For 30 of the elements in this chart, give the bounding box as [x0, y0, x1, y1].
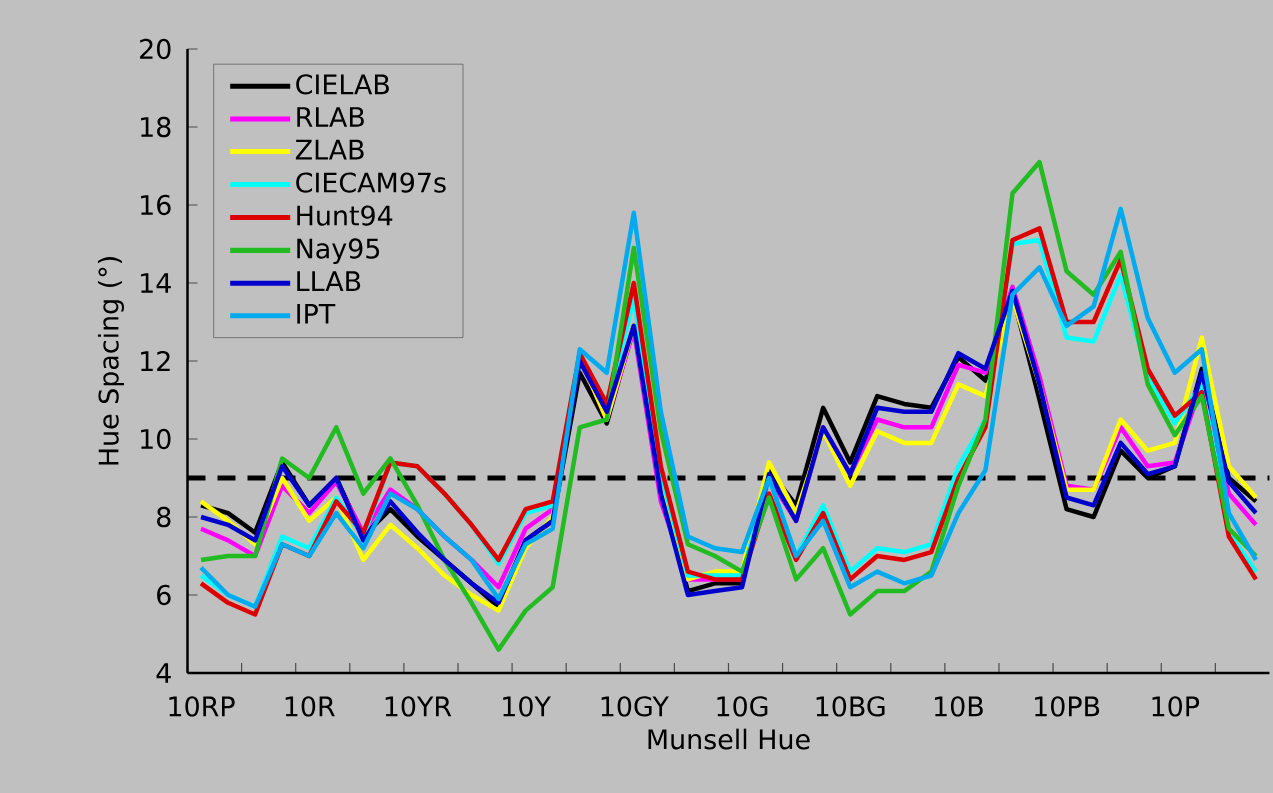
- x-tick-label: 10P: [1152, 696, 1200, 717]
- legend-label: Nay95: [297, 238, 380, 264]
- y-tick-label: 16: [141, 194, 171, 216]
- line-series: [198, 159, 1259, 652]
- legend-label: ZLAB: [295, 139, 364, 160]
- x-axis-title: Munsell Hue: [648, 728, 810, 750]
- y-tick-label: 18: [141, 116, 171, 138]
- y-tick-label: 10: [141, 428, 171, 450]
- legend-label: CIELAB: [296, 74, 389, 95]
- y-tick-label: 20: [140, 38, 171, 60]
- legend-label: IPT: [297, 303, 336, 324]
- y-tick-label: 12: [141, 351, 170, 371]
- y-axis-title: Hue Spacing (°): [97, 257, 124, 465]
- y-tick-label: 6: [157, 584, 171, 606]
- y-tick-label: 14: [141, 273, 171, 293]
- x-tick-label: 10B: [935, 696, 983, 717]
- x-tick-label: 10RP: [169, 696, 235, 717]
- legend-label: CIECAM97s: [296, 172, 446, 193]
- x-tick-label: 10PB: [1035, 696, 1100, 717]
- legend-label: LLAB: [297, 271, 361, 291]
- y-tick-label: 4: [156, 663, 171, 683]
- x-tick-label: 10Y: [503, 696, 551, 717]
- legend-label: RLAB: [297, 107, 364, 127]
- x-tick-label: 10G: [717, 696, 768, 717]
- x-tick-label: 10GY: [601, 696, 669, 717]
- x-tick-label: 10R: [285, 696, 335, 717]
- legend-label: Hunt94: [297, 205, 393, 226]
- y-tick-label: 8: [157, 506, 171, 528]
- x-tick-label: 10BG: [816, 696, 885, 717]
- x-tick-label: 10YR: [385, 696, 452, 717]
